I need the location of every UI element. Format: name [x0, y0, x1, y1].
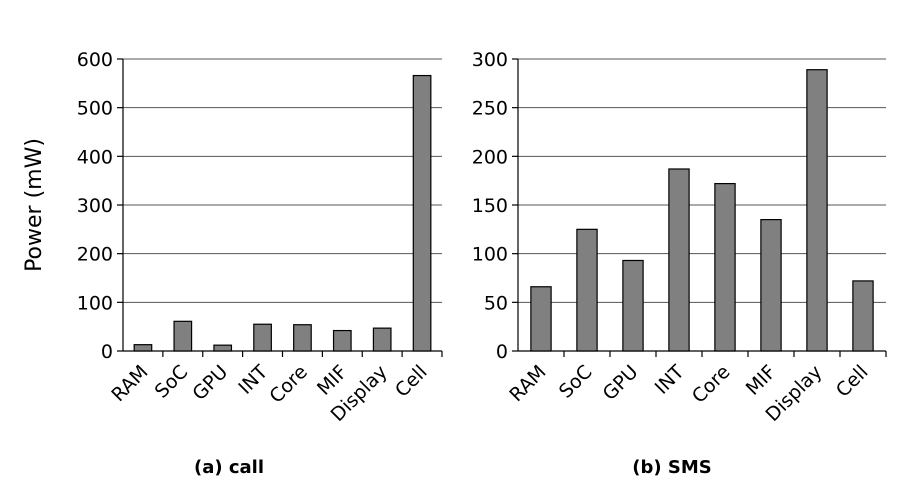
x-tick-label: INT — [651, 361, 689, 399]
y-tick-label: 100 — [77, 292, 113, 314]
x-tick-label: Cell — [832, 361, 873, 402]
x-tick-label: RAM — [107, 361, 152, 406]
x-tick-label: Cell — [391, 361, 432, 402]
bar-cell — [412, 74, 432, 352]
bar-core — [293, 324, 312, 352]
x-tick-label: MIF — [742, 361, 781, 400]
x-tick-label: SoC — [555, 361, 597, 403]
bar-core — [714, 182, 736, 352]
y-tick-label: 300 — [472, 49, 508, 71]
y-tick-label: 500 — [77, 98, 113, 120]
bar-display — [806, 69, 828, 352]
x-tick-label: Core — [688, 361, 735, 408]
y-axis-label: Power (mW) — [22, 138, 47, 272]
y-tick-label: 0 — [496, 341, 508, 363]
y-tick-label: 200 — [472, 146, 508, 168]
bar-soc — [576, 228, 598, 352]
chart-title-call: (a) call — [194, 457, 264, 478]
bar-int — [253, 323, 272, 352]
y-tick-label: 300 — [77, 195, 113, 217]
y-tick-label: 0 — [101, 341, 113, 363]
y-tick-label: 400 — [77, 146, 113, 168]
y-tick-label: 50 — [484, 292, 508, 314]
bar-soc — [173, 320, 193, 352]
bar-mif — [332, 329, 352, 352]
x-tick-label: RAM — [505, 361, 550, 406]
y-tick-label: 200 — [77, 244, 113, 266]
x-tick-label: GPU — [188, 361, 232, 405]
x-tick-label: GPU — [599, 361, 643, 405]
bar-mif — [760, 219, 782, 352]
x-tick-label: Core — [265, 361, 312, 408]
bar-int — [668, 168, 690, 352]
bar-gpu — [213, 344, 233, 352]
y-tick-label: 250 — [472, 98, 508, 120]
bar-ram — [133, 344, 153, 352]
y-tick-label: 100 — [472, 244, 508, 266]
x-tick-label: SoC — [151, 361, 193, 403]
bar-gpu — [622, 259, 644, 352]
chart-title-sms: (b) SMS — [632, 457, 711, 478]
bar-display — [372, 327, 392, 352]
y-tick-label: 600 — [77, 49, 113, 71]
bar-ram — [530, 286, 552, 352]
y-tick-label: 150 — [472, 195, 508, 217]
bar-cell — [852, 280, 874, 352]
